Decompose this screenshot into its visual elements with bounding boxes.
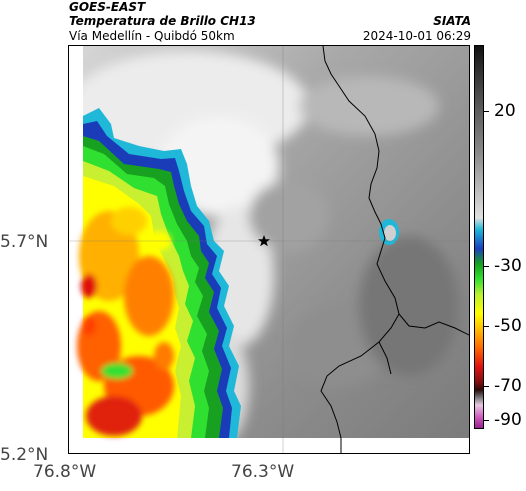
star-icon[interactable]: [258, 235, 270, 247]
colorbar-tick: [484, 111, 489, 112]
region-subtitle: Vía Medellín - Quibdó 50km: [69, 29, 235, 43]
brand-label: SIATA: [433, 14, 471, 28]
colorbar-label: -90: [494, 410, 522, 430]
satellite-map[interactable]: [68, 45, 470, 454]
storm-cloud: [77, 108, 241, 438]
colorbar-label: 20: [494, 101, 516, 121]
latitude-label: 5.2°N: [0, 445, 49, 465]
no-data-bottom: [69, 438, 469, 453]
small-cold-cell: [379, 219, 399, 245]
colorbar-tick: [484, 386, 489, 387]
timestamp-label: 2024-10-01 06:29: [362, 29, 471, 43]
colorbar-label: -70: [494, 376, 522, 396]
longitude-label: 76.8°W: [33, 462, 97, 482]
product-title: Temperatura de Brillo CH13: [69, 14, 256, 28]
temperature-colorbar: [474, 45, 484, 429]
boundary-lines: [320, 46, 469, 453]
grid-lines: [69, 46, 469, 453]
bright-cloud-regions: [69, 51, 459, 446]
colorbar-tick: [484, 266, 489, 267]
colorbar-tick: [484, 326, 489, 327]
colorbar-label: -30: [494, 256, 522, 276]
colorbar-tick: [484, 420, 489, 421]
longitude-label: 76.3°W: [231, 462, 295, 482]
colorbar-label: -50: [494, 316, 522, 336]
satellite-title: GOES-EAST: [69, 0, 146, 14]
map-canvas: [69, 46, 469, 453]
latitude-label: 5.7°N: [0, 232, 49, 252]
